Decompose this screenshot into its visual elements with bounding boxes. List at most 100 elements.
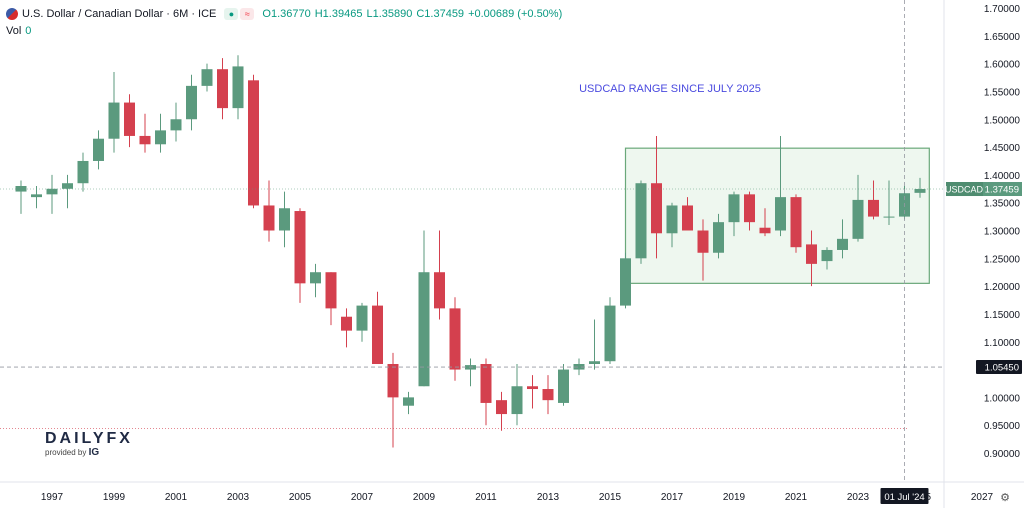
ohlc-open: O1.36770 bbox=[262, 8, 311, 20]
candle bbox=[31, 186, 42, 209]
candle-body bbox=[744, 194, 755, 223]
symbol-title[interactable]: U.S. Dollar / Canadian Dollar · 6M · ICE bbox=[22, 8, 217, 20]
candle-body bbox=[155, 130, 166, 145]
candle bbox=[325, 272, 337, 326]
candle bbox=[682, 197, 693, 231]
candle-body bbox=[31, 194, 42, 198]
candle-body bbox=[496, 400, 507, 415]
candle bbox=[248, 74, 259, 209]
candle bbox=[170, 102, 182, 142]
ohlc-change: +0.00689 (+0.50%) bbox=[468, 8, 563, 20]
candle bbox=[15, 180, 27, 214]
price-axis[interactable]: 1.70000 1.65000 1.60000 1.55000 1.50000 1.450… bbox=[945, 4, 1022, 460]
candle-body bbox=[310, 272, 321, 284]
candle-body bbox=[883, 216, 895, 218]
candle-body bbox=[263, 205, 275, 231]
market-status-icon[interactable]: ● ≈ bbox=[224, 8, 255, 20]
price-tag-symbol-bg bbox=[946, 182, 983, 197]
crosshair-date-tag bbox=[880, 488, 929, 504]
candle-body bbox=[682, 205, 693, 231]
candle-body bbox=[759, 227, 771, 234]
x-tick-label: 2027 bbox=[971, 492, 994, 503]
x-tick-label: 2007 bbox=[351, 492, 374, 503]
price-tag-symbol: USDCAD bbox=[945, 185, 984, 195]
time-axis[interactable]: 1997 1999 2001 2003 2005 2007 2009 2011 2013 2015… bbox=[41, 488, 1010, 504]
candle-body bbox=[232, 66, 244, 109]
volume-value: 0 bbox=[25, 25, 32, 37]
candle-body bbox=[279, 208, 290, 231]
candle bbox=[465, 358, 476, 387]
candle bbox=[310, 263, 321, 298]
candle bbox=[372, 291, 383, 364]
candle-body bbox=[558, 369, 569, 403]
dailyfx-logo: DAILYFX provided by IG bbox=[45, 430, 133, 458]
candle-body bbox=[449, 308, 461, 370]
candle bbox=[713, 213, 724, 259]
candle bbox=[279, 191, 290, 248]
candle bbox=[837, 219, 848, 259]
candle bbox=[775, 135, 786, 237]
candle-body bbox=[713, 222, 724, 253]
x-tick-label: 2011 bbox=[475, 492, 497, 503]
y-tick-label: 1.25000 bbox=[984, 254, 1021, 265]
candle bbox=[232, 55, 244, 120]
volume-legend: Vol 0 bbox=[6, 25, 31, 37]
y-tick-label: 1.45000 bbox=[984, 143, 1021, 154]
ohlc-close: C1.37459 bbox=[416, 8, 465, 20]
ohlc-high: H1.39465 bbox=[314, 8, 363, 20]
candle-body bbox=[46, 188, 58, 195]
provided-by-text: provided by bbox=[45, 448, 87, 457]
candle-body bbox=[108, 102, 120, 139]
candle bbox=[620, 252, 631, 309]
candle-body bbox=[480, 364, 492, 403]
candle bbox=[124, 94, 135, 148]
candle-body bbox=[248, 80, 259, 206]
candle bbox=[294, 208, 306, 303]
candle-body bbox=[139, 135, 151, 145]
candle bbox=[914, 177, 926, 198]
candle-body bbox=[170, 119, 182, 131]
candle-body bbox=[697, 230, 709, 253]
candle bbox=[806, 230, 817, 287]
candle bbox=[883, 180, 895, 225]
candle-body bbox=[542, 389, 554, 401]
candle-body bbox=[806, 244, 817, 264]
candle bbox=[589, 319, 600, 370]
settings-gear-icon[interactable]: ⚙ bbox=[1000, 491, 1010, 504]
candle bbox=[496, 391, 507, 431]
candle bbox=[186, 74, 197, 131]
candle bbox=[418, 230, 430, 387]
candle-body bbox=[790, 197, 802, 248]
candle bbox=[759, 208, 771, 237]
candle-body bbox=[573, 364, 585, 370]
candle-body bbox=[434, 272, 445, 309]
candle bbox=[558, 364, 569, 406]
candle-body bbox=[62, 183, 73, 189]
ohlc-low: L1.35890 bbox=[366, 8, 413, 20]
candle-body bbox=[372, 305, 383, 364]
candle bbox=[666, 202, 678, 248]
reference-lines bbox=[0, 0, 944, 482]
crosshair-date-label: 01 Jul '24 bbox=[884, 492, 924, 503]
x-tick-label: 2015 bbox=[599, 492, 622, 503]
candle-body bbox=[589, 361, 600, 364]
candle bbox=[744, 191, 755, 231]
candle-body bbox=[837, 238, 848, 250]
x-tick-label: 2021 bbox=[785, 492, 808, 503]
candle-body bbox=[914, 189, 926, 193]
y-tick-label: 1.15000 bbox=[984, 310, 1021, 321]
candle-body bbox=[403, 397, 414, 406]
candle-body bbox=[186, 85, 197, 120]
candle-body bbox=[93, 138, 104, 161]
candle-body bbox=[341, 316, 352, 331]
x-tick-label: 2023 bbox=[847, 492, 870, 503]
candle bbox=[403, 391, 414, 415]
candle bbox=[542, 375, 554, 415]
crosshair-price-label: 1.05450 bbox=[985, 363, 1019, 374]
range-box-layer: USDCAD RANGE SINCE JULY 2025 bbox=[579, 83, 930, 284]
x-tick-label: 2009 bbox=[413, 492, 436, 503]
candle-body bbox=[77, 160, 89, 184]
candle-body bbox=[821, 249, 833, 262]
candle-body bbox=[325, 272, 337, 309]
